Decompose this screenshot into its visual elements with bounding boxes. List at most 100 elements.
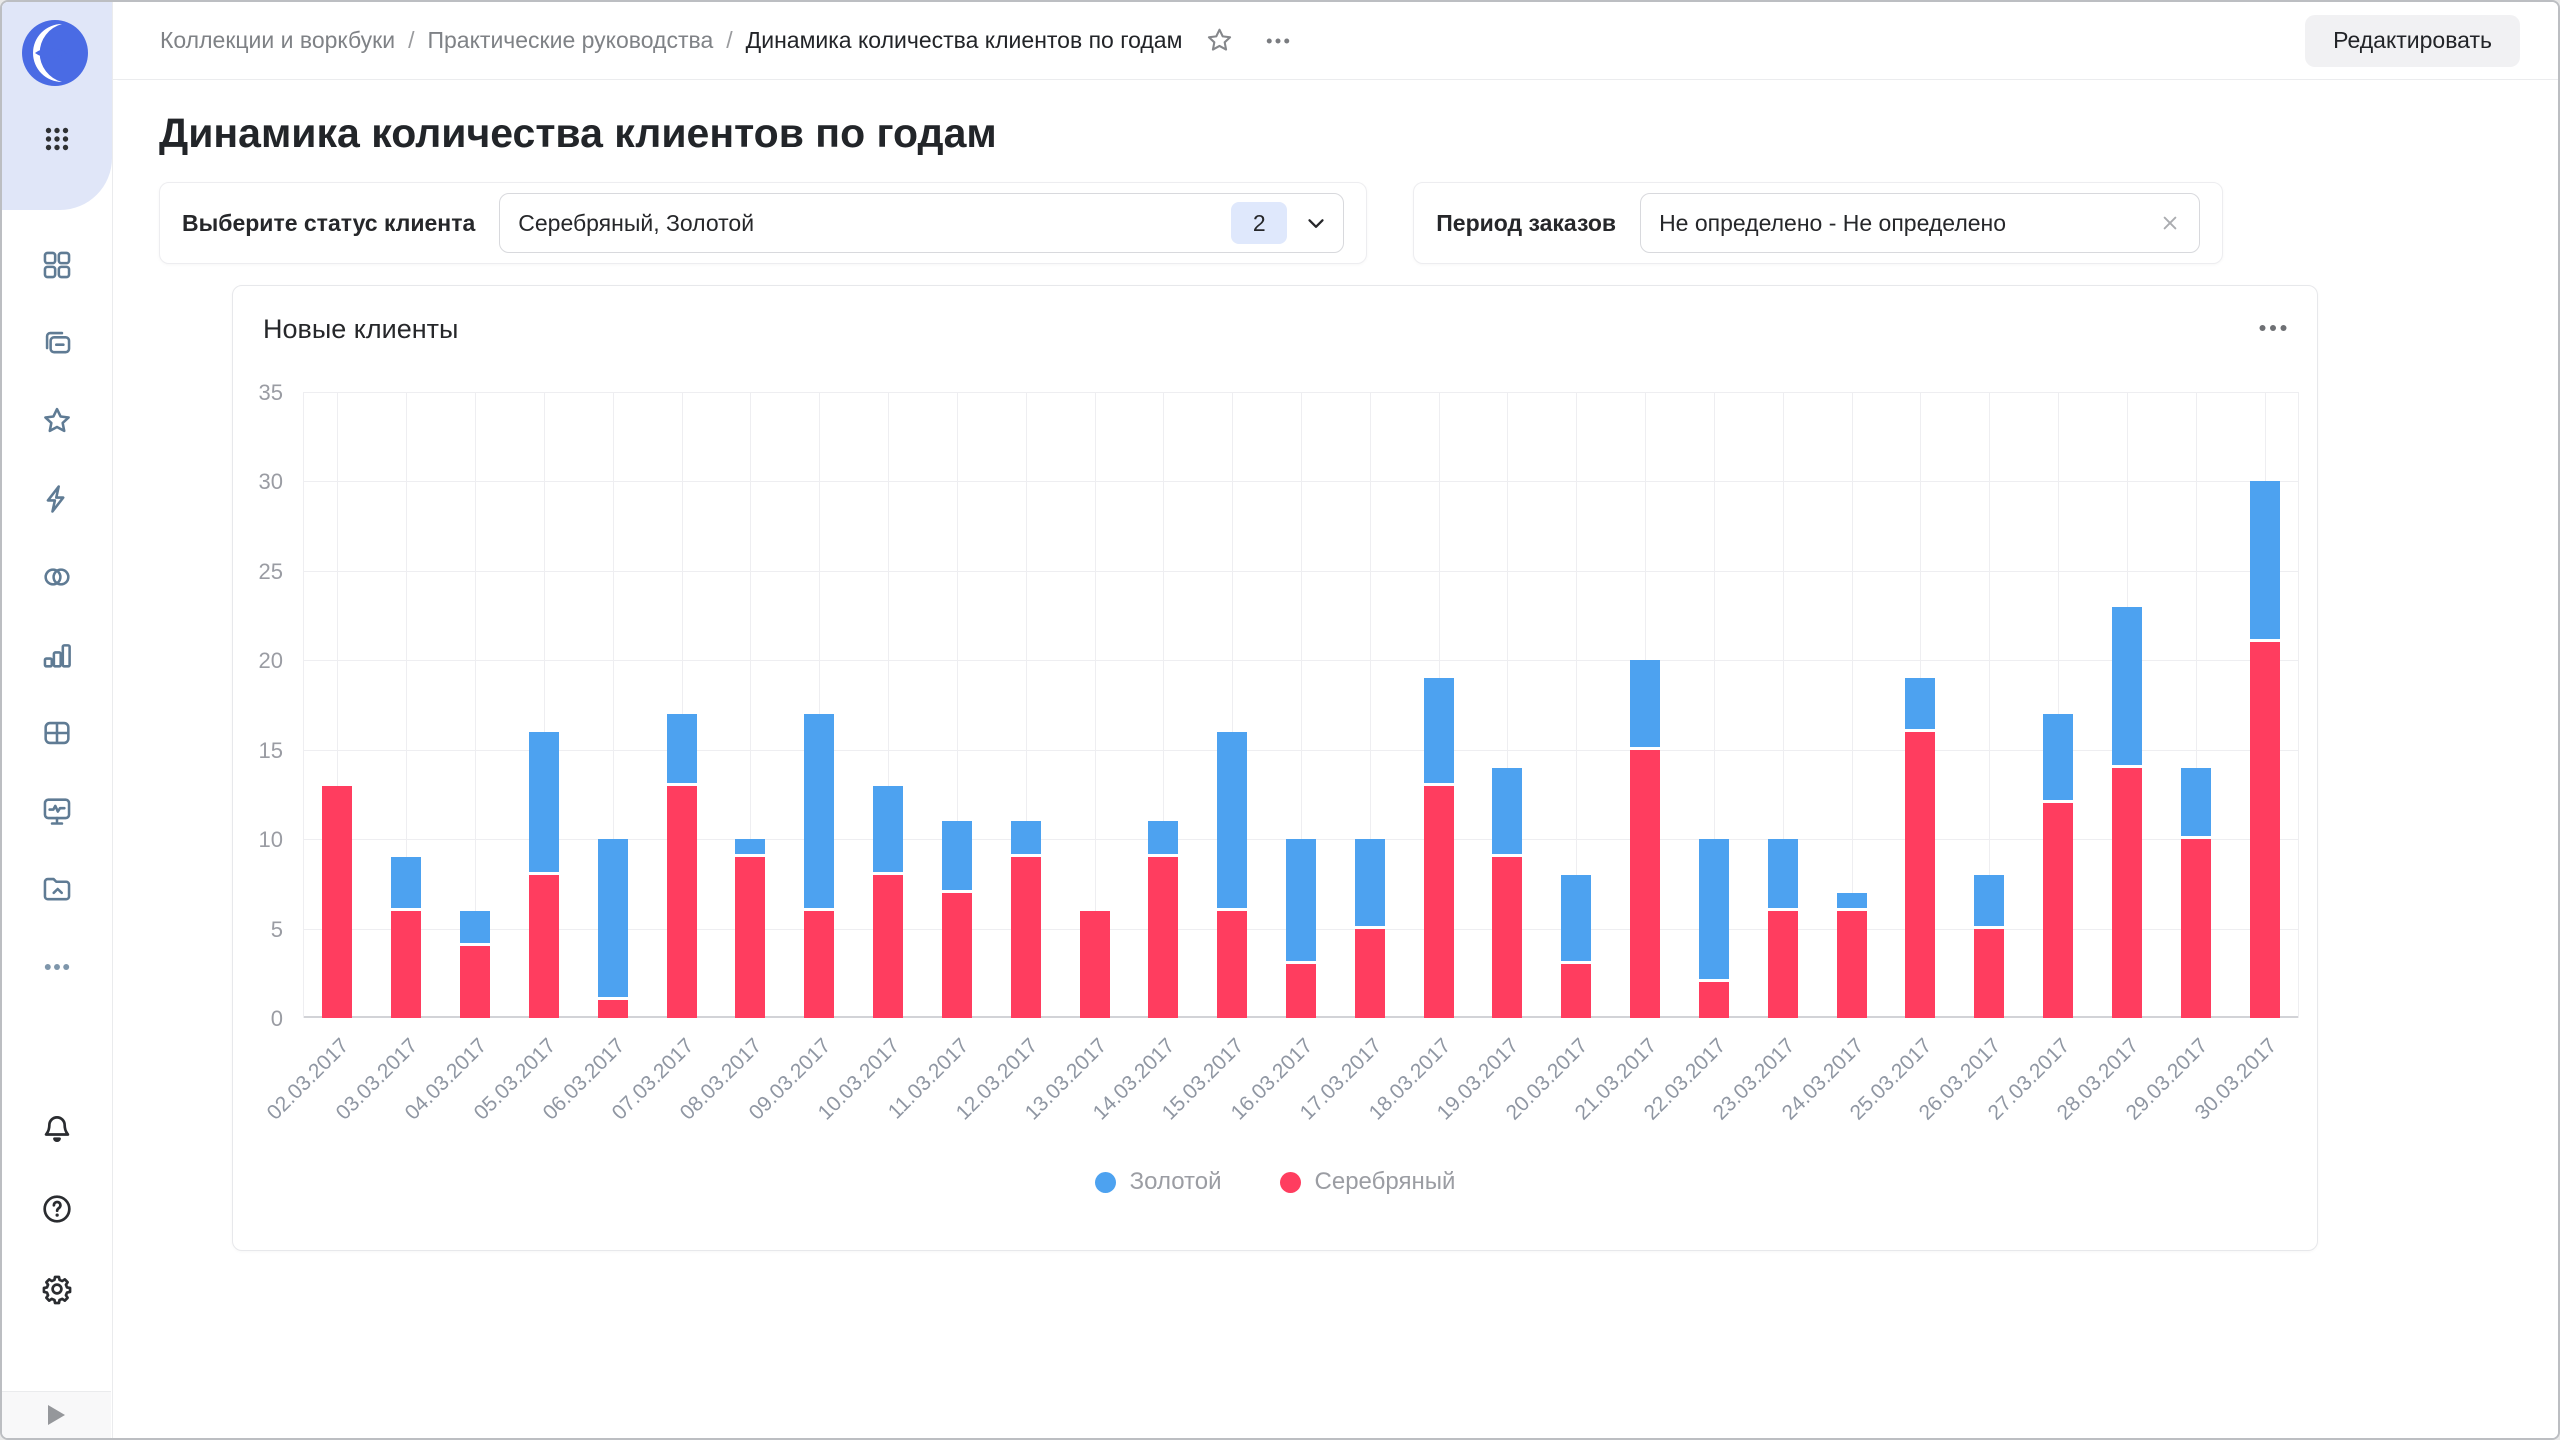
bar-segment-silver[interactable] (735, 857, 766, 1018)
bar-segment-gold[interactable] (1423, 678, 1454, 786)
dashboards-icon[interactable] (40, 248, 74, 282)
legend-item[interactable]: Серебряный (1279, 1168, 1455, 1196)
bar-segment-silver[interactable] (460, 946, 491, 1018)
bar-segment-gold[interactable] (1286, 839, 1316, 965)
favorites-star-icon[interactable] (40, 404, 74, 438)
sidebar-expand-button[interactable] (2, 1391, 111, 1438)
storage-folder-icon[interactable] (40, 872, 74, 906)
settings-gear-icon[interactable] (40, 1272, 74, 1306)
bar-segment-gold[interactable] (597, 839, 628, 1001)
y-axis-tick-label: 10 (258, 827, 283, 853)
x-axis-tick-label: 18.03.2017 (1364, 1034, 1455, 1125)
bar-segment-silver[interactable] (1148, 857, 1179, 1018)
bar-segment-gold[interactable] (1217, 731, 1248, 911)
datalens-logo[interactable] (22, 20, 88, 86)
bar-segment-gold[interactable] (1905, 678, 1936, 732)
status-filter-select[interactable]: Серебряный, Золотой 2 (499, 193, 1345, 253)
bar-segment-silver[interactable] (528, 874, 559, 1018)
y-axis-tick-label: 0 (270, 1006, 283, 1031)
bar-segment-silver[interactable] (1079, 910, 1110, 1018)
bar-segment-silver[interactable] (1561, 964, 1592, 1018)
bar-segment-gold[interactable] (873, 785, 904, 875)
notifications-bell-icon[interactable] (40, 1112, 74, 1146)
x-axis-tick-label: 21.03.2017 (1570, 1034, 1662, 1125)
bar-segment-silver[interactable] (666, 785, 697, 1018)
bar-segment-silver[interactable] (941, 892, 972, 1018)
bar-segment-silver[interactable] (391, 910, 422, 1018)
bar-segment-gold[interactable] (1630, 660, 1661, 750)
x-axis-tick-label: 27.03.2017 (1983, 1034, 2075, 1125)
gridline (2058, 392, 2060, 1018)
bar-segment-gold[interactable] (528, 731, 559, 875)
edit-button[interactable]: Редактировать (2305, 14, 2520, 67)
breadcrumb-collections[interactable]: Коллекции и воркбуки (160, 27, 396, 53)
more-ellipsis-icon[interactable] (40, 950, 74, 984)
chart-widget: Новые клиенты 0 5 10 15 20 25 30 35 02.03.2017 0… (232, 285, 2318, 1251)
bar-segment-silver[interactable] (2043, 803, 2074, 1018)
charts-bar-icon[interactable] (40, 638, 74, 672)
bar-segment-gold[interactable] (2180, 767, 2211, 840)
bar-segment-gold[interactable] (1767, 839, 1798, 911)
bar-segment-silver[interactable] (1905, 731, 1936, 1018)
bar-segment-gold[interactable] (2111, 606, 2142, 768)
chart-menu-ellipsis-icon[interactable] (2255, 310, 2291, 346)
breadcrumb-guides[interactable]: Практические руководства (427, 27, 714, 53)
connections-circles-icon[interactable] (40, 560, 74, 594)
bar-segment-gold[interactable] (1698, 839, 1729, 983)
bar-segment-silver[interactable] (873, 874, 904, 1018)
bar-segment-gold[interactable] (1561, 874, 1592, 965)
bar-segment-gold[interactable] (941, 821, 972, 893)
bar-segment-silver[interactable] (1286, 964, 1316, 1018)
bar-segment-silver[interactable] (597, 1000, 628, 1018)
workbooks-icon[interactable] (40, 326, 74, 360)
x-axis-tick-label: 24.03.2017 (1777, 1034, 1868, 1125)
bar-segment-silver[interactable] (1217, 910, 1248, 1018)
gridline (2298, 392, 2299, 1018)
sidebar-nav (2, 248, 112, 984)
bar-segment-silver[interactable] (322, 785, 353, 1018)
bar-segment-gold[interactable] (1148, 821, 1179, 858)
bar-segment-gold[interactable] (2249, 481, 2280, 643)
bar-segment-gold[interactable] (1974, 874, 2005, 929)
bar-segment-silver[interactable] (1698, 982, 1729, 1018)
bar-segment-gold[interactable] (1354, 839, 1385, 929)
x-axis-tick-label: 26.03.2017 (1914, 1034, 2006, 1125)
bar-segment-gold[interactable] (735, 839, 766, 858)
bar-segment-gold[interactable] (666, 713, 697, 786)
favorite-star-icon[interactable] (1204, 25, 1235, 56)
x-axis-tick-label: 16.03.2017 (1226, 1034, 1318, 1125)
bar-segment-silver[interactable] (1630, 749, 1661, 1018)
quick-actions-lightning-icon[interactable] (40, 482, 74, 516)
bar-segment-gold[interactable] (804, 713, 835, 911)
bar-segment-gold[interactable] (460, 910, 491, 947)
bar-segment-gold[interactable] (391, 857, 422, 911)
bar-segment-silver[interactable] (1423, 785, 1454, 1018)
legend-item[interactable]: Золотой (1094, 1168, 1222, 1196)
clear-icon[interactable] (2157, 210, 2183, 236)
bar-segment-gold[interactable] (1492, 767, 1523, 858)
bar-segment-silver[interactable] (804, 910, 835, 1018)
period-filter-input[interactable]: Не определено - Не определено (1640, 193, 2201, 253)
gridline (1713, 392, 1715, 1018)
monitoring-screen-icon[interactable] (40, 794, 74, 828)
bar-segment-silver[interactable] (2180, 839, 2211, 1018)
x-axis-tick-label: 25.03.2017 (1846, 1034, 1937, 1125)
apps-grid-icon[interactable] (40, 122, 74, 156)
bar-segment-silver[interactable] (1492, 857, 1523, 1018)
bar-segment-silver[interactable] (1354, 928, 1385, 1018)
x-axis-tick-label: 14.03.2017 (1089, 1034, 1180, 1125)
bar-segment-silver[interactable] (1767, 910, 1798, 1018)
x-axis-tick-label: 20.03.2017 (1501, 1034, 1593, 1125)
page-more-ellipsis-icon[interactable] (1263, 26, 1293, 56)
help-question-icon[interactable] (40, 1192, 74, 1226)
expand-panel-icon (48, 1405, 65, 1425)
bar-segment-silver[interactable] (1836, 910, 1867, 1018)
bar-segment-gold[interactable] (1010, 821, 1041, 858)
datasets-table-icon[interactable] (40, 716, 74, 750)
bar-segment-silver[interactable] (2111, 767, 2142, 1018)
bar-segment-gold[interactable] (2043, 713, 2074, 804)
bar-segment-silver[interactable] (2249, 642, 2280, 1018)
bar-segment-silver[interactable] (1974, 928, 2005, 1018)
bar-segment-silver[interactable] (1010, 857, 1041, 1018)
bar-segment-gold[interactable] (1836, 892, 1867, 911)
